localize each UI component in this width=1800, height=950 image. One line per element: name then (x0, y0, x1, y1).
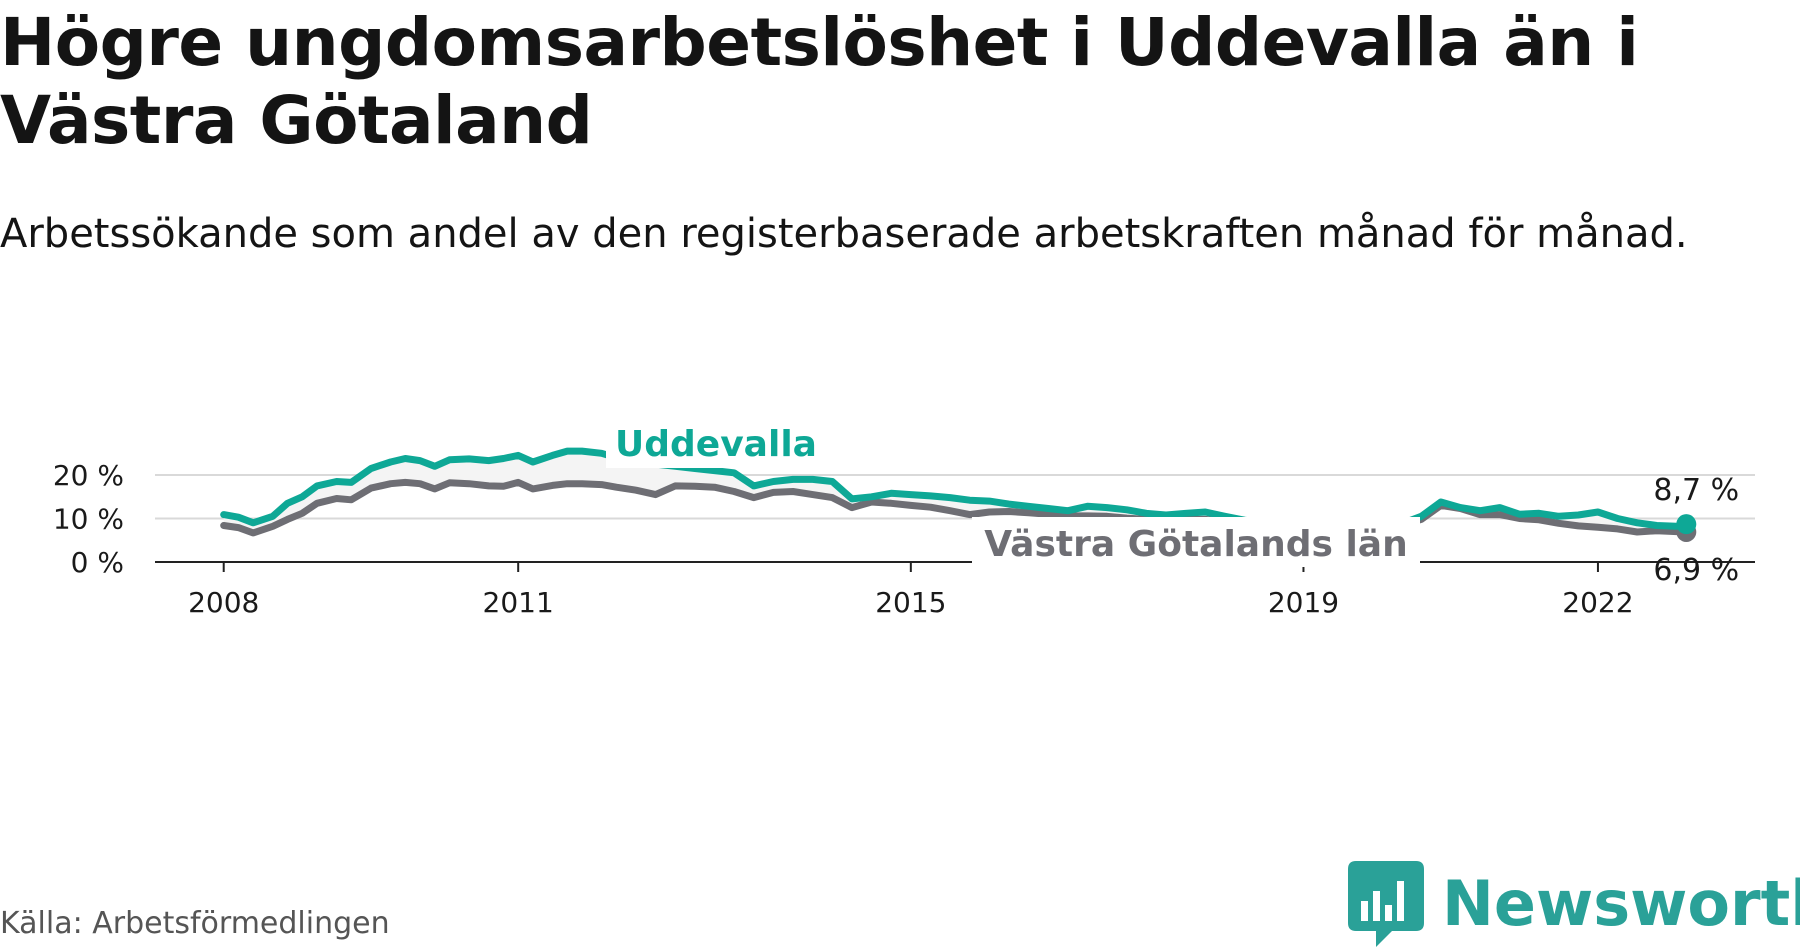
newsworthy-logo-icon (1348, 861, 1424, 947)
uddevalla-end-value: 8,7 % (1653, 473, 1739, 508)
series-lines (220, 447, 1697, 542)
x-axis-ticks: 2008 2011 2015 2019 2022 (188, 562, 1634, 619)
chart-title: Högre ungdomsarbetslöshet i Uddevalla än… (0, 4, 1639, 159)
uddevalla-series-label: Uddevalla (615, 424, 817, 465)
y-axis-ticks: 0 % 10 % 20 % (53, 459, 124, 579)
uddevalla-line (220, 447, 1690, 538)
logo-bar (1385, 905, 1392, 921)
source-note: Källa: Arbetsförmedlingen (0, 906, 390, 941)
vg-label-backdrop (972, 517, 1420, 567)
x-tick-label: 2011 (483, 586, 554, 619)
logo-bar (1373, 891, 1380, 921)
gap-area (223, 451, 1687, 535)
x-tick-label: 2008 (188, 586, 259, 619)
x-tick-label: 2015 (875, 586, 946, 619)
uddevalla-end-point (1676, 514, 1697, 535)
logo-bar (1397, 881, 1404, 921)
y-tick-label: 10 % (53, 503, 124, 536)
line-chart: 2008 2011 2015 2019 2022 0 % 10 % 20 % Uddeval… (53, 418, 1755, 619)
brand[interactable]: Newsworthy (1348, 858, 1800, 950)
chart-subtitle: Arbetssökande som andel av den registerb… (0, 211, 1688, 257)
brand-name: Newsworthy (1442, 867, 1800, 940)
vg-series-label: Västra Götalands län (984, 524, 1407, 565)
logo-badge-shape (1348, 861, 1424, 947)
series-labels: Uddevalla Västra Götalands län 8,7 % 6,9 % (606, 418, 1739, 588)
logo-bar (1361, 901, 1368, 921)
vg-end-value: 6,9 % (1653, 553, 1739, 588)
x-tick-label: 2019 (1268, 586, 1339, 619)
uddevalla-label-backdrop (606, 418, 834, 468)
y-tick-label: 20 % (53, 459, 124, 492)
x-tick-label: 2022 (1562, 586, 1633, 619)
y-tick-label: 0 % (71, 546, 124, 579)
